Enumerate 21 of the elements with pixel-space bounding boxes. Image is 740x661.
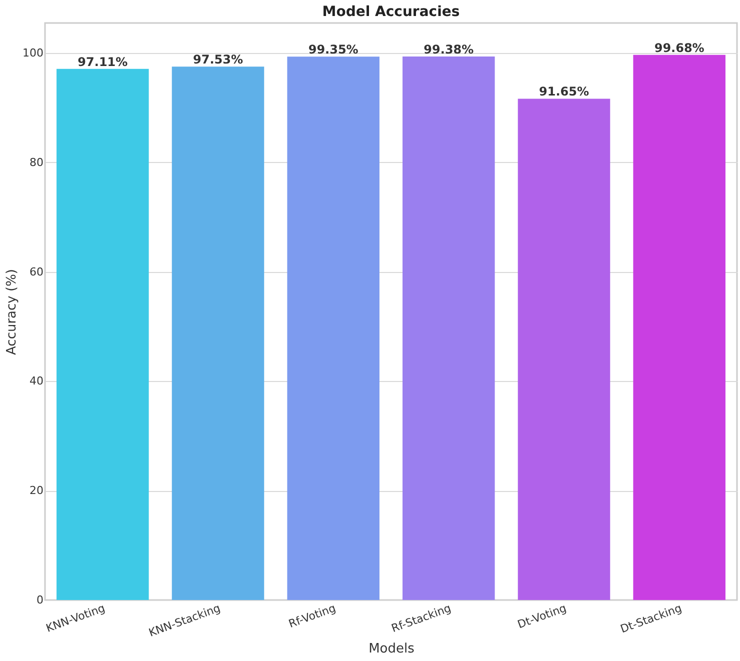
bar [287,56,380,600]
y-tick-label: 20 [30,484,44,498]
y-tick-label: 60 [30,265,44,278]
bar [56,68,149,600]
y-tick-label: 40 [30,374,44,388]
bar [633,54,726,600]
bar [518,98,610,600]
y-tick-label: 80 [30,156,44,169]
data-label: 99.35% [308,42,358,57]
data-label: 97.11% [78,54,128,69]
x-axis-title: Models [368,642,415,657]
y-axis-title: Accuracy (%) [4,269,20,355]
bar [172,66,264,600]
data-label: 91.65% [539,84,589,99]
y-tick-label: 0 [36,594,44,606]
data-label: 97.53% [193,52,243,67]
chart-title: Model Accuracies [322,4,460,20]
y-tick-label: 100 [22,46,44,60]
data-label: 99.68% [654,40,704,55]
bar [402,56,495,600]
data-label: 99.38% [424,42,474,56]
